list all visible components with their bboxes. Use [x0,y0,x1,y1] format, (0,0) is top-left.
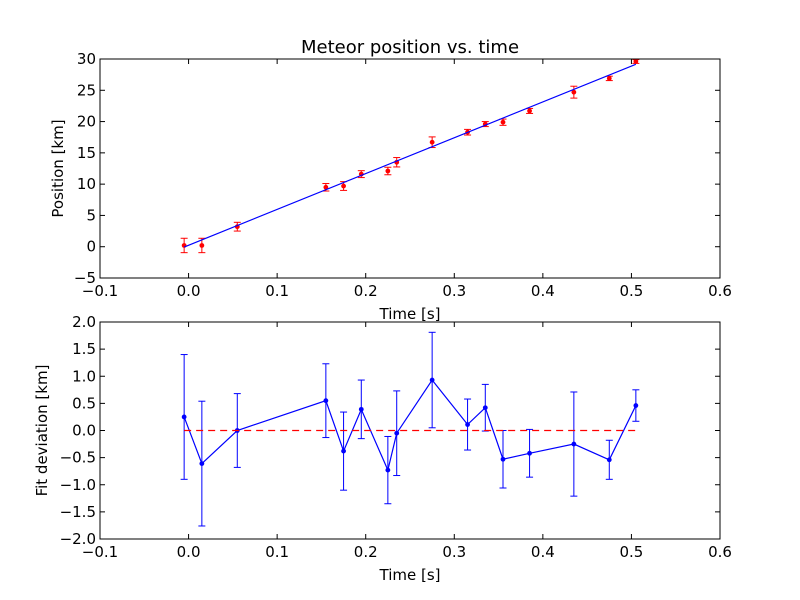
y-axis-label: Position [km] [49,119,67,217]
position-chart: Meteor position vs. time −0.1 0.0 0.1 0.2 0.… [49,37,732,323]
x-tick-label: 0.1 [265,282,289,300]
data-point [632,389,640,422]
y-tick-label: 0.5 [72,394,96,412]
x-tick-label: 0.1 [265,543,289,561]
point-marker [482,405,488,411]
data-point [357,379,365,440]
point-marker [606,457,612,463]
fit-line [183,63,637,248]
point-marker [323,184,329,190]
x-tick-label: −0.1 [82,543,118,561]
point-marker [606,75,612,81]
point-marker [358,406,364,412]
x-tick-label: 0.2 [354,543,378,561]
data-point [384,435,392,505]
y-tick-label: −5 [74,269,96,287]
y-axis-label: Fit deviation [km] [33,365,51,497]
y-tick-label: −1.5 [60,503,96,521]
x-tick-label: 0.0 [177,543,201,561]
data-point [180,354,188,480]
position-chart-frame [99,58,721,279]
y-tick-label: 1.0 [72,367,96,385]
data-point [570,85,578,99]
x-axis-label: Time [s] [379,566,441,584]
point-marker [500,456,506,462]
point-marker [385,467,391,473]
point-marker [429,377,435,383]
point-marker [571,441,577,447]
point-marker [465,422,470,427]
point-marker [429,139,435,145]
y-tick-label: 2.0 [72,313,96,331]
y-tick-label: −2.0 [60,530,96,548]
x-tick-label: 0.3 [442,543,466,561]
deviation-line [183,379,637,472]
y-tick-label: 0 [86,238,96,256]
data-point [198,400,206,527]
data-point [393,390,401,477]
chart-title: Meteor position vs. time [301,37,519,58]
y-tick-label: 0.0 [72,422,96,440]
point-marker [341,183,346,189]
position-chart-ticks: −0.1 0.0 0.1 0.2 0.3 0.4 0.5 0.6 −5 0 5 10 15 20 25 30 [74,50,732,300]
data-point [632,59,640,64]
y-tick-label: −0.5 [60,449,96,467]
point-marker [527,450,532,456]
point-marker [199,243,205,248]
x-tick-label: 0.4 [531,543,555,561]
deviation-chart-ticks: −0.1 0.0 0.1 0.2 0.3 0.4 0.5 0.6 −2.0 −1.5 −1.0 −0.… [60,313,732,561]
y-tick-label: −1.0 [60,476,96,494]
data-point [464,398,472,451]
x-tick-label: 0.5 [619,282,643,300]
y-tick-label: 20 [77,113,96,131]
point-marker [181,414,187,420]
x-axis-label: Time [s] [379,305,441,323]
y-tick-label: 1.5 [72,340,96,358]
x-tick-label: −0.1 [82,282,118,300]
position-chart-marks [180,59,640,254]
x-tick-label: 0.6 [708,282,732,300]
x-tick-label: 0.3 [442,282,466,300]
point-marker [633,59,639,64]
point-marker [571,89,577,95]
point-marker [527,108,532,114]
point-marker [181,243,187,248]
point-marker [500,119,506,125]
data-point [428,331,436,429]
y-tick-label: 25 [77,81,96,99]
x-tick-label: 0.2 [354,282,378,300]
point-marker [199,461,205,466]
y-tick-label: 10 [77,175,96,193]
x-tick-label: 0.6 [708,543,732,561]
deviation-chart-marks [180,331,640,527]
data-point [499,118,507,126]
x-tick-label: 0.5 [619,543,643,561]
point-marker [394,430,400,436]
data-point [526,428,534,478]
data-point [340,411,348,491]
x-tick-label: 0.4 [531,282,555,300]
y-tick-label: 15 [77,144,96,162]
data-point [570,391,578,497]
data-point [605,439,613,480]
point-marker [633,403,639,408]
data-point [384,166,392,176]
point-marker [341,448,346,454]
deviation-chart: −0.1 0.0 0.1 0.2 0.3 0.4 0.5 0.6 −2.0 −1.5 −1.0 −0.… [33,313,732,584]
data-point [198,237,206,254]
x-tick-label: 0.0 [177,282,201,300]
y-tick-label: 30 [77,50,96,68]
y-tick-label: 5 [86,206,96,224]
data-point [322,363,330,439]
point-marker [323,398,329,404]
point-marker [385,168,391,174]
